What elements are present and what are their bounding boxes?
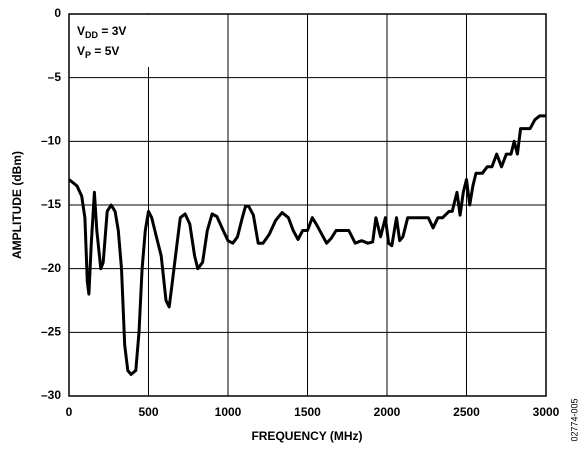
- annotation-main: V: [77, 44, 85, 58]
- y-tick-label: –30: [41, 388, 61, 402]
- y-tick-label: –20: [41, 261, 61, 275]
- x-tick-label: 1000: [215, 405, 242, 419]
- y-tick-label: 0: [54, 6, 61, 20]
- annotation-box: [70, 15, 150, 67]
- x-tick-label: 500: [138, 405, 158, 419]
- annotation-suffix: = 5V: [91, 44, 119, 58]
- y-tick-label: –10: [41, 134, 61, 148]
- annotation-main: V: [77, 24, 85, 38]
- x-axis-title: FREQUENCY (MHz): [251, 429, 362, 443]
- annotation: VP = 5V: [77, 44, 119, 60]
- x-tick-label: 3000: [533, 405, 560, 419]
- y-tick-label: –5: [48, 70, 62, 84]
- annotation-sub: P: [85, 50, 91, 60]
- x-tick-label: 1500: [294, 405, 321, 419]
- annotation-suffix: = 3V: [98, 24, 126, 38]
- annotation: VDD = 3V: [77, 24, 126, 40]
- x-tick-label: 2000: [374, 405, 401, 419]
- x-tick-label: 0: [66, 405, 73, 419]
- x-tick-label: 2500: [453, 405, 480, 419]
- side-label: 02774-005: [569, 398, 579, 441]
- annotation-sub: DD: [85, 30, 98, 40]
- y-tick-label: –15: [41, 197, 61, 211]
- data-line: [68, 114, 546, 376]
- y-axis-title: AMPLITUDE (dBm): [10, 151, 24, 259]
- y-tick-label: –25: [41, 325, 61, 339]
- plot-frame: [68, 13, 547, 397]
